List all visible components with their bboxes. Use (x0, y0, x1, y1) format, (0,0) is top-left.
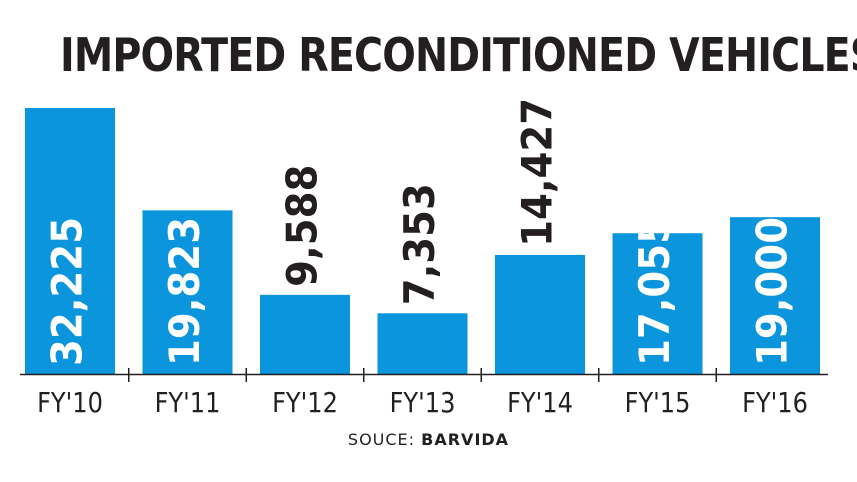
bar-2 (260, 294, 350, 374)
x-tick-label-0: FY'10 (37, 387, 103, 419)
bars-layer (25, 108, 820, 374)
bar-4 (495, 254, 585, 374)
chart-title: IMPORTED RECONDITIONED VEHICLES (59, 28, 857, 82)
source-value: BARVIDA (421, 430, 510, 449)
x-tick-label-4: FY'14 (507, 387, 573, 419)
x-tick-label-6: FY'16 (742, 387, 808, 419)
bar-0 (25, 108, 115, 374)
source-line: SOUCE: BARVIDA (0, 430, 857, 449)
value-label-3: 7,353 (395, 183, 444, 305)
bar-1 (142, 210, 233, 374)
value-label-5: 17,055 (630, 217, 679, 366)
x-axis (20, 368, 828, 382)
x-tick-label-2: FY'12 (272, 387, 338, 419)
x-tick-label-5: FY'15 (625, 387, 691, 419)
value-label-4: 14,427 (513, 98, 562, 247)
x-tick-label-3: FY'13 (390, 387, 456, 419)
value-label-2: 9,588 (278, 165, 327, 287)
value-label-0: 32,225 (43, 217, 92, 366)
bar-5 (612, 233, 703, 374)
bar-6 (730, 217, 820, 374)
x-tick-label-1: FY'11 (155, 387, 221, 419)
bar-3 (377, 313, 468, 374)
value-label-6: 19,000 (748, 217, 797, 366)
source-label: SOUCE: (347, 430, 416, 449)
value-label-1: 19,823 (160, 217, 209, 366)
x-tick-labels: FY'10 FY'11 FY'12 FY'13 FY'14 FY'15 FY'16 (37, 387, 808, 419)
value-labels-layer: 32,225 19,823 9,588 7,353 14,427 17,055 19,000 (43, 98, 797, 366)
